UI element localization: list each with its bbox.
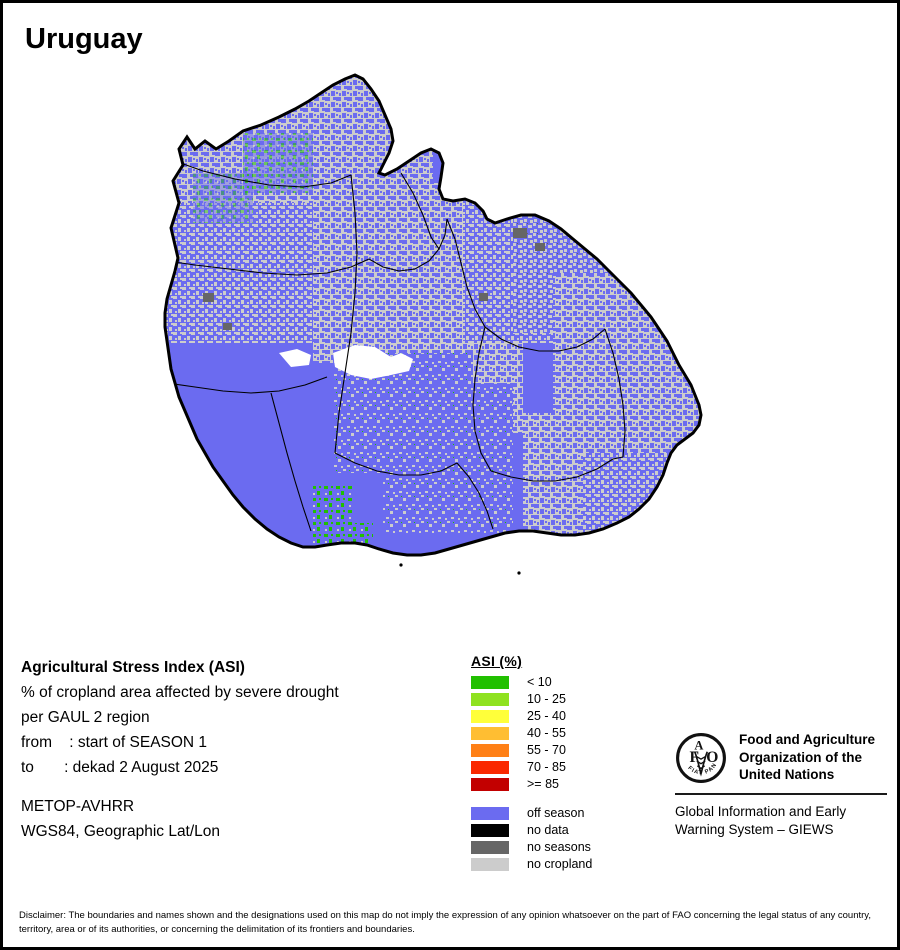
legend-item-off-season[interactable]: off season xyxy=(471,805,671,822)
giews-system-name: Global Information and Early Warning Sys… xyxy=(675,803,890,839)
giews-line-2: Warning System – GIEWS xyxy=(675,822,834,837)
legend-label: >= 85 xyxy=(527,777,559,791)
legend-label: 70 - 85 xyxy=(527,760,566,774)
legend-label: no cropland xyxy=(527,857,593,871)
fao-org-line-3: United Nations xyxy=(739,767,835,782)
legend-item-25-40[interactable]: 25 - 40 xyxy=(471,708,671,725)
legend-swatch xyxy=(471,727,509,740)
info-spacer xyxy=(21,780,451,794)
legend-label: 55 - 70 xyxy=(527,743,566,757)
legend-item-no-seasons[interactable]: no seasons xyxy=(471,839,671,856)
uruguay-map-svg[interactable] xyxy=(83,53,783,633)
legend-item-10-25[interactable]: 10 - 25 xyxy=(471,691,671,708)
svg-text:O: O xyxy=(706,749,718,766)
legend-item-lt10[interactable]: < 10 xyxy=(471,674,671,691)
island-marker xyxy=(399,563,403,567)
legend-swatch xyxy=(471,710,509,723)
legend-item-40-55[interactable]: 40 - 55 xyxy=(471,725,671,742)
legend-label: 40 - 55 xyxy=(527,726,566,740)
fao-org-line-2: Organization of the xyxy=(739,749,862,765)
legend-label: < 10 xyxy=(527,675,552,689)
legend-title: ASI (%) xyxy=(471,653,523,669)
legend: ASI (%) < 10 10 - 25 25 - 40 40 - 55 55 … xyxy=(471,653,671,873)
department-boundaries xyxy=(166,160,626,532)
fao-organization-name: Food and Agriculture Organization of the… xyxy=(739,731,875,784)
legend-spacer xyxy=(471,793,671,805)
info-heading: Agricultural Stress Index (ASI) xyxy=(21,659,245,676)
legend-item-no-cropland[interactable]: no cropland xyxy=(471,856,671,873)
info-line-2: per GAUL 2 region xyxy=(21,709,150,726)
legend-swatch xyxy=(471,693,509,706)
legend-item-gte85[interactable]: >= 85 xyxy=(471,776,671,793)
legend-swatch xyxy=(471,807,509,820)
svg-text:A: A xyxy=(694,739,703,753)
legend-swatch xyxy=(471,858,509,871)
fao-branding: F A O FIAT PANIS Food and Agriculture Or… xyxy=(675,731,890,839)
info-line-1: % of cropland area affected by severe dr… xyxy=(21,684,339,701)
page-title: Uruguay xyxy=(25,23,143,55)
legend-label: off season xyxy=(527,806,585,820)
info-projection: WGS84, Geographic Lat/Lon xyxy=(21,823,221,840)
giews-line-1: Global Information and Early xyxy=(675,804,847,819)
legend-label: 25 - 40 xyxy=(527,709,566,723)
legend-label: no data xyxy=(527,823,569,837)
country-outline xyxy=(163,73,703,557)
fao-divider xyxy=(675,793,887,795)
legend-swatch xyxy=(471,824,509,837)
info-period-to: to : dekad 2 August 2025 xyxy=(21,759,219,776)
legend-item-55-70[interactable]: 55 - 70 xyxy=(471,742,671,759)
legend-swatch xyxy=(471,676,509,689)
legend-item-no-data[interactable]: no data xyxy=(471,822,671,839)
legend-swatch xyxy=(471,841,509,854)
fao-logo-icon: F A O FIAT PANIS xyxy=(675,732,726,783)
legend-swatch xyxy=(471,778,509,791)
svg-text:F: F xyxy=(690,749,700,766)
info-sensor: METOP-AVHRR xyxy=(21,798,135,815)
legend-label: 10 - 25 xyxy=(527,692,566,706)
info-period-from: from : start of SEASON 1 xyxy=(21,734,208,751)
legend-swatch xyxy=(471,744,509,757)
map-canvas[interactable] xyxy=(83,53,783,633)
map-info-block: Agricultural Stress Index (ASI) % of cro… xyxy=(21,655,451,844)
legend-item-70-85[interactable]: 70 - 85 xyxy=(471,759,671,776)
island-marker xyxy=(517,571,521,575)
legend-label: no seasons xyxy=(527,840,591,854)
fao-org-line-1: Food and Agriculture xyxy=(739,732,875,747)
legend-swatch xyxy=(471,761,509,774)
disclaimer-text: Disclaimer: The boundaries and names sho… xyxy=(19,910,871,935)
